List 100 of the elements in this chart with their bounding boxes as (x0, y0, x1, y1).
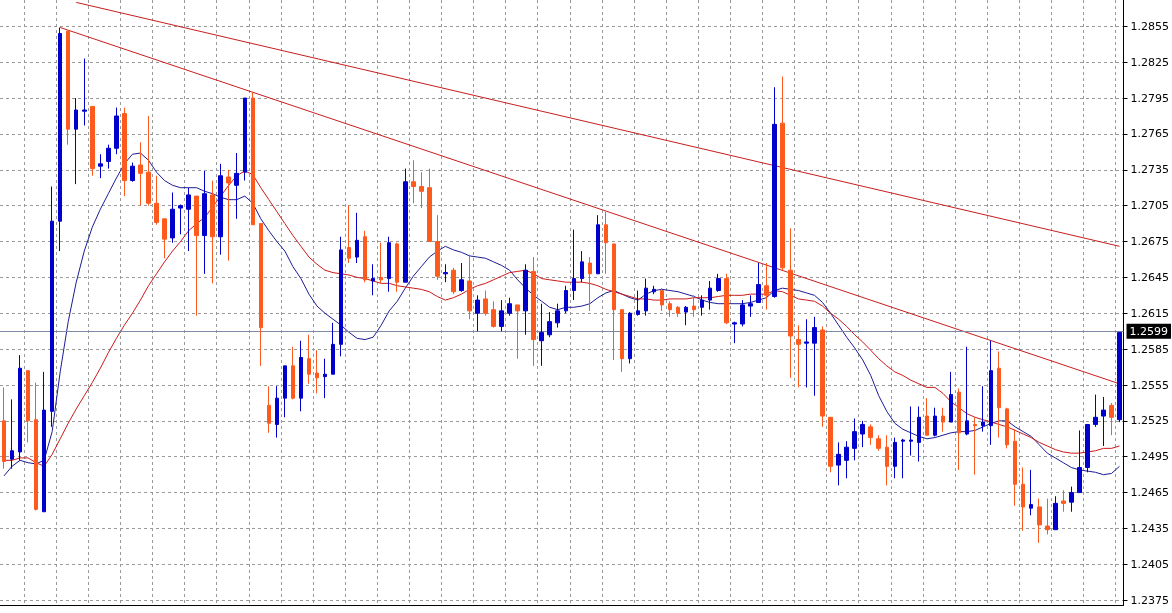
y-tick-label: 1.2825 (1130, 55, 1170, 69)
candlestick (748, 294, 753, 318)
candlestick (604, 211, 608, 275)
candlestick (1101, 396, 1106, 447)
candlestick (925, 397, 929, 436)
candlestick (780, 76, 785, 271)
candlestick (26, 370, 30, 443)
candlestick (122, 107, 127, 197)
y-tick-label: 1.2555 (1130, 378, 1170, 392)
candlestick (692, 294, 696, 318)
candlestick (1053, 495, 1058, 531)
candlestick (596, 214, 600, 275)
candlestick (1037, 498, 1042, 544)
candlestick (612, 243, 616, 361)
candlestick (1029, 469, 1033, 516)
candlestick (860, 420, 865, 448)
candlestick (981, 385, 985, 433)
candlestick (804, 318, 809, 388)
candlestick (339, 236, 343, 357)
candlestick (259, 223, 263, 367)
candlestick (547, 311, 552, 338)
candlestick (933, 407, 937, 437)
candlestick (283, 365, 287, 418)
y-tick-label: 1.2435 (1130, 521, 1170, 535)
candlestick (828, 416, 833, 473)
candlestick (74, 97, 78, 185)
candlestick (628, 311, 632, 364)
candlestick (82, 58, 87, 127)
candlestick (700, 294, 704, 317)
candlestick (764, 262, 769, 311)
candlestick (331, 322, 335, 375)
candlestick (114, 107, 119, 155)
candlestick (130, 162, 135, 183)
candlestick (18, 354, 22, 461)
candlestick (740, 299, 745, 327)
candlestick (772, 86, 777, 299)
candlestick (636, 290, 640, 317)
candlestick (90, 105, 95, 177)
candlestick (315, 349, 319, 394)
candlestick (1061, 489, 1066, 513)
candlestick (507, 297, 512, 317)
candlestick (459, 262, 464, 293)
candlestick (162, 218, 167, 259)
candlestick (275, 385, 279, 439)
candlestick (523, 263, 528, 336)
y-tick-label: 1.2615 (1130, 306, 1170, 320)
candlestick (307, 334, 311, 385)
candlestick (395, 242, 399, 293)
candlestick (170, 192, 175, 244)
candlestick (957, 388, 961, 471)
candlestick (539, 303, 544, 367)
candlestick (973, 416, 977, 476)
ref-line-label: 1.2599 (1129, 324, 1169, 338)
candlestick (684, 305, 688, 326)
y-tick-label: 1.2465 (1130, 486, 1170, 500)
candlestick (852, 417, 857, 461)
candlestick (893, 437, 897, 479)
candlestick (555, 303, 560, 329)
candlestick (2, 386, 6, 470)
candlestick (138, 141, 143, 207)
candlestick (154, 175, 159, 226)
candlestick (965, 346, 969, 436)
candlestick (267, 385, 271, 434)
y-tick-label: 1.2375 (1130, 593, 1170, 607)
candlestick (106, 144, 111, 170)
candlestick (1013, 428, 1017, 507)
candlestick (371, 263, 375, 296)
candlestick (363, 230, 367, 283)
candlestick (403, 168, 408, 283)
candlestick (218, 163, 223, 256)
candlestick (1045, 498, 1050, 535)
candlestick (50, 186, 54, 428)
candlestick (756, 262, 761, 303)
candlestick (1021, 467, 1025, 532)
candlestick (347, 205, 351, 264)
candlestick (194, 195, 199, 317)
candlestick (226, 169, 231, 262)
candlestick (796, 324, 801, 388)
y-tick-label: 1.2765 (1130, 127, 1170, 141)
candlestick (234, 152, 239, 220)
candlestick (876, 434, 881, 452)
candlestick (291, 346, 295, 400)
candlestick (435, 214, 440, 281)
candlestick (443, 263, 448, 283)
candlestick (941, 407, 945, 433)
candlestick (451, 267, 456, 295)
candlestick (812, 316, 817, 397)
candlestick (1085, 423, 1090, 473)
candlestick (917, 406, 921, 463)
candlestick (10, 398, 14, 470)
candlestick (716, 273, 721, 293)
candlestick (427, 168, 432, 243)
candlestick (419, 171, 424, 209)
candlestick (467, 254, 472, 320)
candlestick (42, 371, 46, 513)
candlestick (202, 170, 207, 275)
candlestick (58, 27, 62, 252)
candlestick (515, 304, 520, 360)
candlestick (644, 278, 648, 317)
candlestick (66, 30, 70, 146)
